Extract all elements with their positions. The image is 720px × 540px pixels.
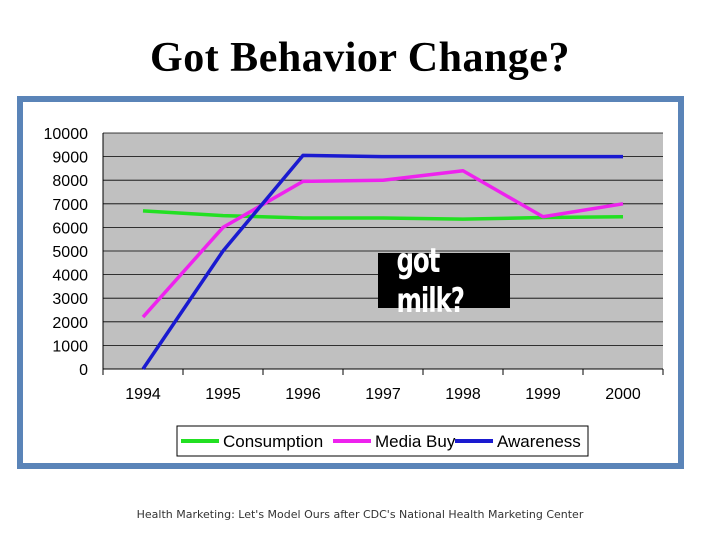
x-tick-label: 1998 xyxy=(445,386,481,403)
series-line-media-buy xyxy=(141,169,624,319)
y-tick-label: 9000 xyxy=(52,150,88,167)
y-tick-label: 7000 xyxy=(52,197,88,214)
footer-caption: Health Marketing: Let's Model Ours after… xyxy=(136,508,584,521)
y-tick-label: 6000 xyxy=(52,220,88,237)
series-line-awareness xyxy=(141,153,623,370)
y-tick-label: 8000 xyxy=(52,173,88,190)
x-tick-label: 1996 xyxy=(285,386,321,403)
y-tick-label: 3000 xyxy=(52,291,88,308)
x-tick-label: 1994 xyxy=(125,386,161,403)
x-tick-label: 1997 xyxy=(365,386,401,403)
x-tick-label: 1999 xyxy=(525,386,561,403)
legend-label-media-buy: Media Buy xyxy=(375,432,456,451)
legend-box xyxy=(176,425,589,457)
y-tick-label: 1000 xyxy=(52,338,88,355)
y-tick-label: 5000 xyxy=(52,244,88,261)
x-tick-label: 2000 xyxy=(605,386,641,403)
legend-label-awareness: Awareness xyxy=(497,432,581,451)
x-tick-label: 1995 xyxy=(205,386,241,403)
chart-frame: 0 1000 2000 3000 4000 5000 6000 7000 8000 9000 100… xyxy=(17,96,684,469)
y-tick-label: 2000 xyxy=(52,315,88,332)
y-tick-label: 10000 xyxy=(44,126,89,143)
line-chart: 0 1000 2000 3000 4000 5000 6000 7000 8000 9000 100… xyxy=(44,126,664,457)
y-tick-label: 4000 xyxy=(52,268,88,285)
slide-title: Got Behavior Change? xyxy=(150,35,570,81)
logo-text: got milk? xyxy=(396,240,464,321)
y-tick-label: 0 xyxy=(79,362,88,379)
got-milk-logo: got milk? xyxy=(378,241,510,321)
legend-label-consumption: Consumption xyxy=(223,432,323,451)
